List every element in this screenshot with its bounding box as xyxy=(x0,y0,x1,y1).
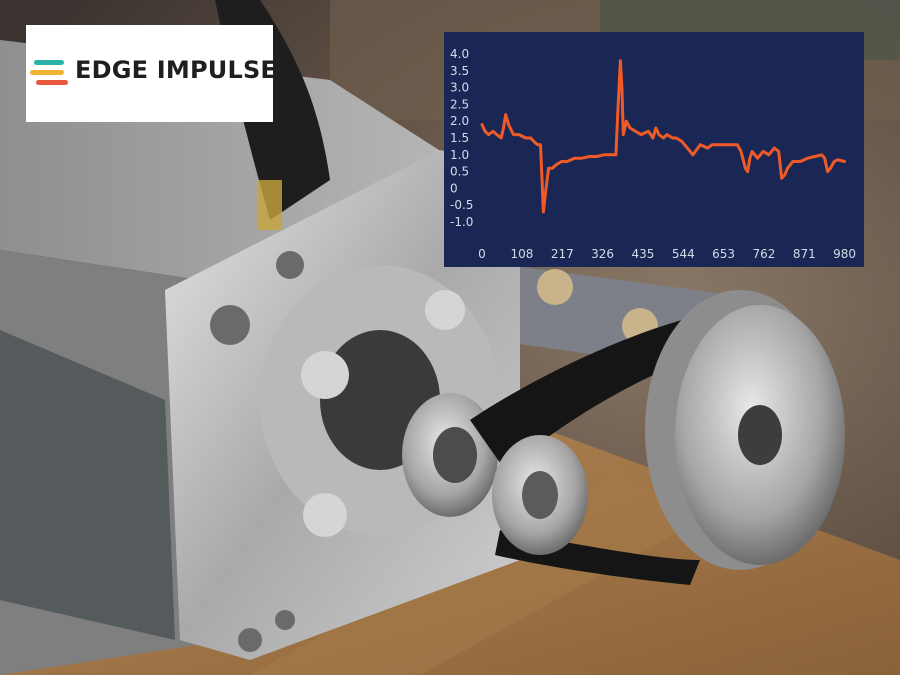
x-tick-label: 762 xyxy=(752,247,775,261)
logo-bar-middle xyxy=(30,70,64,75)
y-tick-label: 0.5 xyxy=(450,165,469,179)
y-tick-label: 1.5 xyxy=(450,131,469,145)
brand-name: EDGE IMPULSE xyxy=(75,56,278,84)
signal-chart-svg: 4.0 3.5 3.0 2.5 2.0 1.5 1.0 0.5 0 -0.5 -1.0 0 108 21… xyxy=(450,47,856,261)
y-tick-label: 3.0 xyxy=(450,81,469,95)
logo-bar-top xyxy=(34,60,64,65)
y-tick-label: -1.0 xyxy=(450,215,473,229)
logo-bar-bottom xyxy=(36,80,68,85)
y-tick-label: 0 xyxy=(450,181,458,195)
x-tick-label: 108 xyxy=(511,247,534,261)
y-tick-label: 2.5 xyxy=(450,97,469,111)
x-tick-label: 871 xyxy=(793,247,816,261)
signal-chart: 4.0 3.5 3.0 2.5 2.0 1.5 1.0 0.5 0 -0.5 -1.0 0 108 21… xyxy=(444,32,864,267)
x-tick-label: 980 xyxy=(833,247,856,261)
y-axis-ticks: 4.0 3.5 3.0 2.5 2.0 1.5 1.0 0.5 0 -0.5 -1.0 xyxy=(450,47,473,229)
edge-impulse-logo: EDGE IMPULSE xyxy=(26,25,277,122)
y-tick-label: 1.0 xyxy=(450,148,469,162)
x-tick-label: 544 xyxy=(672,247,695,261)
y-tick-label: 4.0 xyxy=(450,47,469,61)
y-tick-label: 2.0 xyxy=(450,114,469,128)
y-tick-label: -0.5 xyxy=(450,198,473,212)
y-tick-label: 3.5 xyxy=(450,64,469,78)
series-line xyxy=(480,59,847,214)
x-tick-label: 435 xyxy=(631,247,654,261)
x-axis-ticks: 0 108 217 326 435 544 653 762 871 980 xyxy=(478,247,856,261)
x-tick-label: 217 xyxy=(551,247,574,261)
edge-impulse-mark-icon xyxy=(30,60,68,85)
x-tick-label: 653 xyxy=(712,247,735,261)
x-tick-label: 326 xyxy=(591,247,614,261)
series-layer xyxy=(480,59,847,214)
x-tick-label: 0 xyxy=(478,247,486,261)
